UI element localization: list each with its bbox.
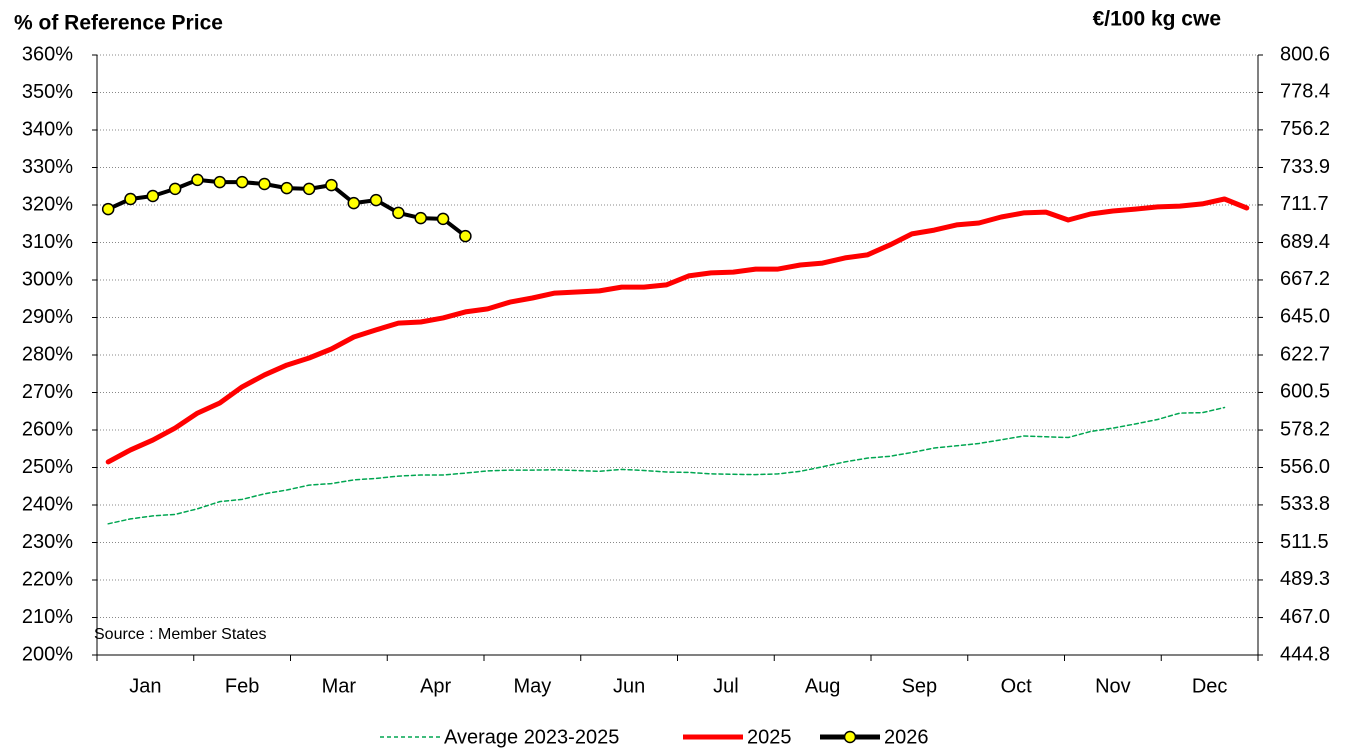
x-tick-label: May (513, 675, 551, 697)
y2-tick-label: 467.0 (1280, 606, 1330, 628)
y-tick-label: 220% (22, 568, 73, 590)
y-axis-title: % of Reference Price (14, 12, 223, 35)
x-tick-label: Sep (902, 675, 938, 697)
annotation: Source : Member States (94, 626, 267, 643)
y2-tick-label: 489.3 (1280, 568, 1330, 590)
y-tick-label: 310% (22, 231, 73, 253)
y-tick-label: 340% (22, 118, 73, 140)
y2-tick-label: 800.6 (1280, 43, 1330, 65)
x-tick-label: Aug (805, 675, 841, 697)
marker (146, 189, 160, 203)
y2-tick-label: 733.9 (1280, 156, 1330, 178)
y2-tick-label: 556.0 (1280, 456, 1330, 478)
marker (302, 182, 316, 196)
marker (436, 212, 450, 226)
x-tick-label: Oct (1001, 675, 1033, 697)
x-tick-label: Jan (129, 675, 161, 697)
x-tick-label: Jul (713, 675, 739, 697)
y2-tick-label: 578.2 (1280, 418, 1330, 440)
legend-label: Average 2023-2025 (444, 726, 619, 748)
y2-tick-label: 645.0 (1280, 306, 1330, 328)
y2-tick-label: 756.2 (1280, 118, 1330, 140)
marker (124, 192, 137, 206)
y2-tick-label: 778.4 (1280, 81, 1330, 103)
y-tick-label: 360% (22, 43, 73, 65)
marker (101, 202, 115, 216)
legend-marker (843, 730, 857, 744)
y2-tick-label: 533.8 (1280, 493, 1330, 515)
x-tick-label: Jun (613, 675, 645, 697)
line-1 (105, 196, 1250, 465)
marker (235, 175, 249, 189)
line-0 (107, 406, 1226, 525)
y-tick-label: 320% (22, 193, 73, 215)
y2-tick-label: 444.8 (1280, 643, 1330, 665)
x-tick-label: Dec (1192, 675, 1228, 697)
marker (191, 173, 204, 187)
marker (280, 181, 294, 195)
x-tick-label: Mar (322, 675, 357, 697)
marker (347, 196, 361, 210)
y2-tick-label: 689.4 (1280, 231, 1330, 253)
y-tick-label: 260% (22, 418, 73, 440)
marker (213, 175, 227, 189)
x-tick-label: Feb (225, 675, 259, 697)
marker (459, 229, 472, 243)
y-tick-label: 350% (22, 81, 73, 103)
y2-tick-label: 511.5 (1280, 531, 1329, 553)
y-tick-label: 240% (22, 493, 73, 515)
marker (369, 193, 383, 207)
marker (325, 178, 338, 192)
y2-tick-label: 622.7 (1280, 343, 1330, 365)
y2-axis-title: €/100 kg cwe (1093, 8, 1221, 31)
marker (168, 182, 182, 196)
legend-label: 2025 (747, 726, 792, 748)
y2-tick-label: 711.7 (1280, 193, 1329, 215)
y-tick-label: 210% (22, 606, 73, 628)
y-tick-label: 230% (22, 531, 73, 553)
marker (392, 206, 405, 220)
y-tick-label: 280% (22, 343, 73, 365)
marker (258, 177, 271, 191)
y-tick-label: 270% (22, 381, 73, 403)
y-tick-label: 290% (22, 306, 73, 328)
x-tick-label: Apr (420, 675, 451, 697)
y-tick-label: 250% (22, 456, 73, 478)
y-tick-label: 300% (22, 268, 73, 290)
marker (414, 211, 427, 225)
y2-tick-label: 600.5 (1280, 381, 1330, 403)
y-tick-label: 200% (22, 643, 73, 665)
legend-label: 2026 (884, 726, 929, 748)
x-tick-label: Nov (1095, 675, 1131, 697)
y-tick-label: 330% (22, 156, 73, 178)
y2-tick-label: 667.2 (1280, 268, 1330, 290)
